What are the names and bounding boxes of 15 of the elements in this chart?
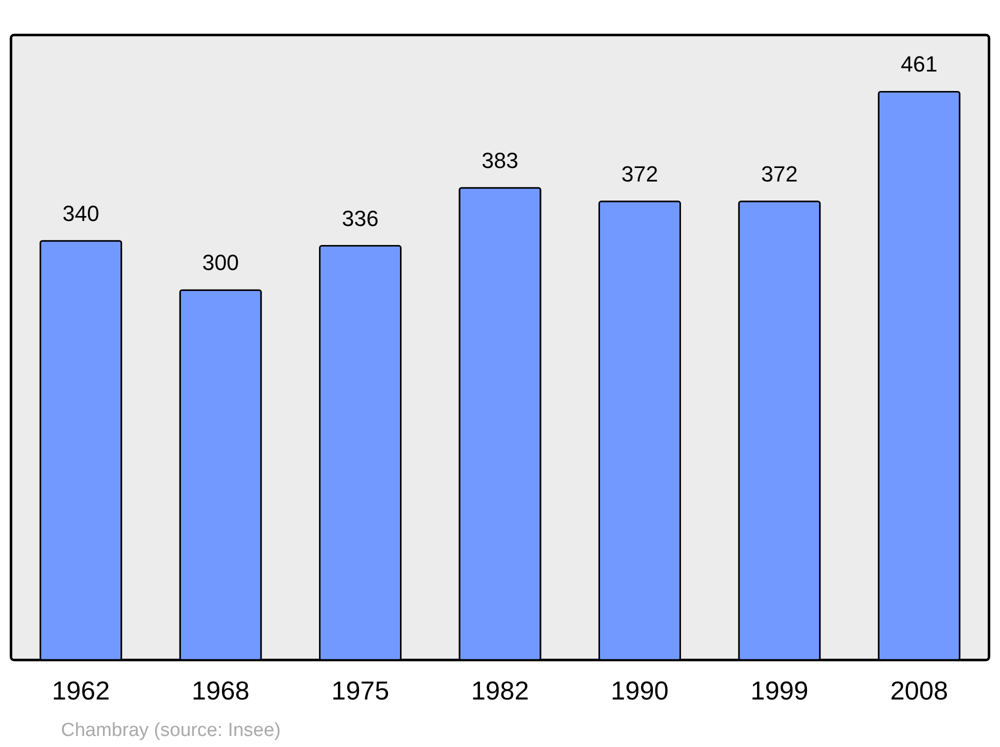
data-label: 372 [621, 161, 658, 186]
data-label: 383 [482, 148, 518, 173]
x-tick-label: 1990 [610, 676, 669, 706]
x-tick-label: 1975 [331, 676, 390, 706]
x-tick-label: 2008 [890, 676, 948, 706]
x-tick-label: 1999 [750, 676, 808, 706]
x-tick-label: 1962 [52, 676, 110, 706]
data-label: 336 [342, 206, 379, 231]
text: Chambray (source: Insee) [61, 720, 281, 741]
data-label: 340 [62, 200, 100, 226]
data-label: 461 [900, 52, 938, 77]
x-tick-label: 1982 [471, 676, 529, 706]
x-tick-label: 1968 [192, 676, 250, 706]
data-label: 300 [202, 250, 239, 276]
data-label: 372 [761, 161, 798, 186]
